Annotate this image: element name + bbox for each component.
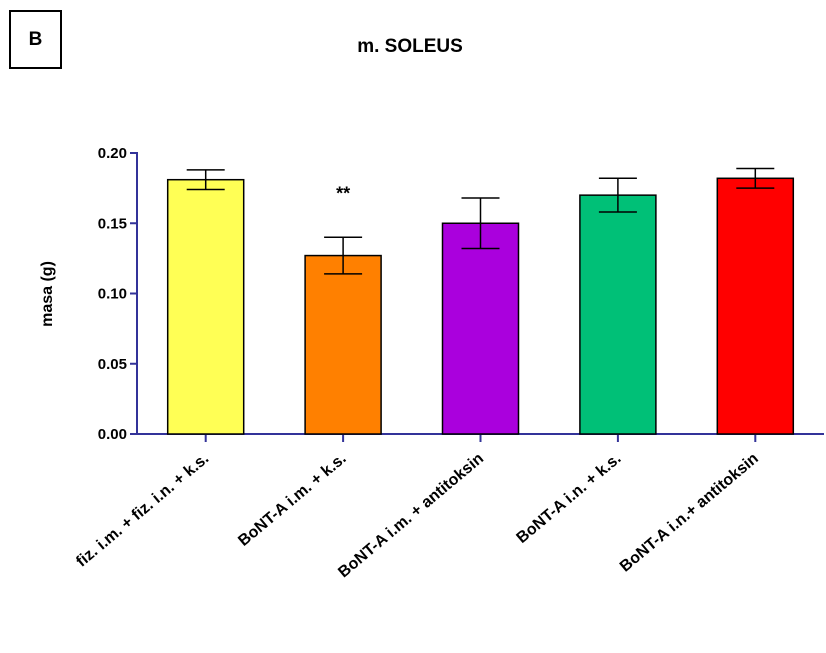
y-tick-label: 0.05 — [98, 356, 127, 373]
category-label: BoNT-A i.m. + antitoksin — [335, 450, 487, 581]
bar — [304, 254, 382, 435]
bars — [166, 167, 795, 435]
category-label: fiz. i.m. + fiz. i.n. + k.s. — [73, 450, 212, 570]
y-axis-title: masa (g) — [39, 261, 56, 327]
y-tick-label: 0.20 — [98, 145, 127, 162]
significance-marker: ** — [336, 183, 350, 203]
y-tick-label: 0.00 — [98, 426, 127, 443]
panel-label-box: B — [9, 10, 62, 69]
category-label: BoNT-A i.n.+ antitoksin — [617, 450, 762, 575]
category-label: BoNT-A i.n. + k.s. — [514, 450, 625, 547]
y-tick-label: 0.15 — [98, 215, 127, 232]
chart-title: m. SOLEUS — [357, 36, 463, 57]
y-tick-label: 0.10 — [98, 286, 127, 303]
category-label: BoNT-A i.m. + k.s. — [235, 450, 349, 550]
bar — [166, 178, 245, 435]
panel-label: B — [28, 28, 43, 50]
bar — [441, 222, 520, 435]
bar — [716, 177, 795, 435]
bar — [579, 194, 657, 435]
